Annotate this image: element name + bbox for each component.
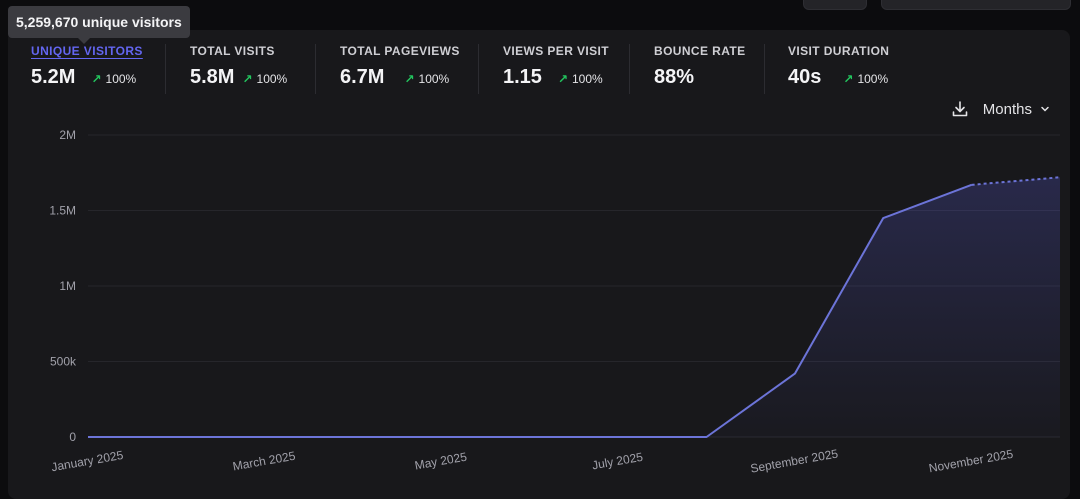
metric-divider (478, 44, 479, 94)
metric-unique-visitors[interactable]: Unique visitors 5.2M ↗ 100% (8, 42, 166, 94)
metric-label: Visit duration (788, 44, 890, 58)
metric-label: Unique visitors (31, 44, 143, 58)
x-tick-label: November 2025 (928, 447, 1015, 476)
metric-label: Total pageviews (340, 44, 460, 58)
top-button-2[interactable] (881, 0, 1071, 10)
metric-value: 5.8M (190, 66, 235, 88)
x-tick-label: January 2025 (50, 448, 124, 474)
y-tick-label: 0 (69, 430, 76, 444)
metric-total-visits[interactable]: Total visits 5.8M ↗ 100% (166, 42, 316, 94)
metric-views-per-visit[interactable]: Views per visit 1.15 ↗ 100% (479, 42, 630, 94)
chart-controls: Months (951, 100, 1050, 118)
visitors-line-chart: 0 500k 1M 1.5M 2M January 2025 March 2025 May 2… (49, 128, 1061, 476)
metric-value: 40s (788, 66, 822, 88)
visitors-chart-card: Unique visitors 5.2M ↗ 100% Total visits … (8, 30, 1070, 499)
y-tick-label: 2M (59, 128, 76, 142)
x-tick-label: July 2025 (591, 450, 644, 473)
interval-label: Months (982, 100, 1032, 118)
y-tick-label: 1M (59, 279, 76, 293)
trend-up-icon: ↗ (91, 72, 102, 86)
metric-label: Views per visit (503, 44, 610, 58)
y-tick-label: 1.5M (49, 204, 76, 218)
metric-change: ↗ 100% (557, 72, 603, 86)
metric-divider (165, 44, 166, 94)
x-tick-label: May 2025 (414, 450, 469, 473)
trend-up-icon: ↗ (404, 72, 415, 86)
y-tick-label: 500k (50, 355, 77, 369)
metrics-row: Unique visitors 5.2M ↗ 100% Total visits … (8, 42, 908, 94)
metric-change: ↗ 100% (843, 72, 889, 86)
series-line-incomplete (971, 176, 1061, 186)
metric-visit-duration[interactable]: Visit duration 40s ↗ 100% (765, 42, 908, 91)
download-icon[interactable] (951, 100, 969, 118)
metric-divider (315, 44, 316, 94)
interval-select[interactable]: Months (983, 101, 1050, 118)
series-area (88, 177, 1060, 437)
trend-up-icon: ↗ (843, 72, 854, 86)
metric-change: ↗ 100% (91, 72, 137, 86)
metric-value: 88% (654, 66, 695, 88)
x-tick-label: September 2025 (749, 446, 839, 475)
metric-label: Bounce rate (654, 44, 746, 58)
metric-label: Total visits (190, 44, 275, 58)
trend-up-icon: ↗ (242, 72, 253, 86)
chart-tooltip: 5,259,670 unique visitors (8, 6, 190, 44)
metric-bounce-rate[interactable]: Bounce rate 88% (630, 42, 765, 94)
metric-value: 5.2M (31, 66, 76, 88)
metric-change: ↗ 100% (242, 72, 288, 86)
series-line (88, 183, 972, 438)
trend-up-icon: ↗ (557, 72, 568, 86)
metric-value: 1.15 (503, 66, 542, 88)
top-button-1[interactable] (803, 0, 867, 10)
metric-change: ↗ 100% (404, 72, 450, 86)
metric-value: 6.7M (340, 66, 385, 88)
metric-divider (629, 44, 630, 94)
metric-total-pageviews[interactable]: Total pageviews 6.7M ↗ 100% (316, 42, 479, 94)
chevron-down-icon (1041, 106, 1049, 112)
metric-divider (764, 44, 765, 94)
x-tick-label: March 2025 (232, 449, 297, 474)
